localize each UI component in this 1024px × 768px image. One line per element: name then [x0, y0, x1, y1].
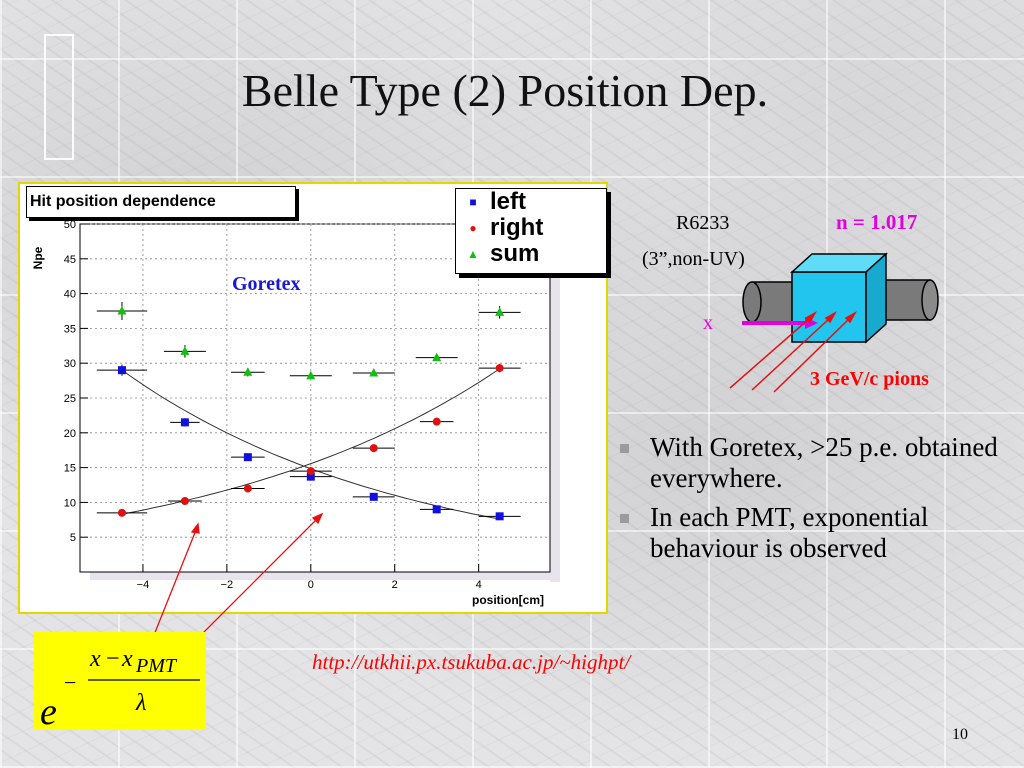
pmt-model: R6233 — [676, 212, 730, 234]
pmt-note: (3”,non-UV) — [642, 248, 745, 270]
exponential-formula: e − x − x PMT λ — [40, 646, 200, 733]
chart-annotation: Goretex — [232, 273, 301, 295]
formula-minus: − — [106, 646, 120, 672]
sum-point — [369, 367, 379, 377]
legend-label: right — [490, 214, 544, 241]
left-point — [117, 366, 126, 375]
bullet-square-icon — [620, 514, 629, 523]
y-axis-label: Npe — [31, 246, 45, 269]
left-point — [495, 512, 504, 521]
page-number: 10 — [952, 726, 968, 743]
chart-title: Hit position dependence — [26, 186, 296, 218]
y-tick-label: 25 — [64, 393, 76, 405]
y-tick-label: 40 — [64, 289, 76, 301]
y-tick-label: 10 — [64, 497, 76, 509]
legend-left: ■ left — [456, 188, 606, 215]
refractive-index: n = 1.017 — [836, 210, 918, 234]
beam-label: 3 GeV/c pions — [810, 368, 929, 390]
square-marker-icon: ■ — [469, 195, 477, 209]
right-point — [243, 484, 252, 493]
formula-lambda: λ — [135, 690, 146, 716]
y-tick-label: 50 — [64, 219, 76, 231]
sum-point — [495, 307, 505, 316]
formula-subscript: PMT — [135, 655, 178, 677]
legend-label: left — [490, 188, 526, 215]
y-tick-label: 20 — [64, 428, 76, 440]
x-axis-label: position[cm] — [472, 593, 544, 607]
right-point — [117, 508, 126, 517]
x-label: x — [703, 312, 713, 334]
y-tick-label: 45 — [64, 254, 76, 266]
slide-title: Belle Type (2) Position Dep. — [241, 65, 769, 116]
frame-shadow — [90, 572, 560, 580]
legend-label: sum — [490, 240, 540, 267]
triangle-marker-icon: ▲ — [467, 247, 479, 261]
circle-marker-icon: ● — [469, 221, 477, 235]
sum-point — [180, 346, 190, 355]
left-point — [243, 453, 252, 462]
right-point — [180, 497, 189, 506]
chart-panel: −4 −2 0 2 4 5 10 15 20 25 30 35 40 45 50 position[cm] Np… — [18, 182, 608, 614]
right-point — [306, 467, 315, 476]
left-point — [432, 505, 441, 514]
x-tick-label: −2 — [221, 579, 234, 591]
formula-base: e — [40, 691, 57, 730]
y-tick-label: 30 — [64, 358, 76, 370]
sum-point — [306, 370, 316, 380]
frame-shadow — [550, 234, 560, 582]
legend-right: ● right — [456, 214, 606, 241]
x-tick-label: 2 — [392, 579, 398, 591]
right-point — [369, 444, 378, 453]
bullet-list: With Goretex, >25 p.e. obtained everywhe… — [616, 432, 1016, 572]
x-tick-label: 0 — [308, 579, 314, 591]
sum-point — [243, 367, 253, 376]
x-tick-label: −4 — [137, 579, 150, 591]
formula-xpmt: x — [121, 646, 133, 672]
left-point — [180, 418, 189, 427]
y-tick-label: 15 — [64, 463, 76, 475]
aerogel-cube-icon — [790, 252, 888, 344]
sum-point — [432, 352, 442, 362]
chart-legend: ■ left ● right ▲ sum — [455, 188, 607, 274]
formula-box: e − x − x PMT λ — [34, 632, 206, 733]
bullet-item: With Goretex, >25 p.e. obtained everywhe… — [616, 432, 1016, 494]
formula-x: x — [89, 646, 101, 672]
formula-sign: − — [64, 670, 76, 695]
sum-point — [117, 306, 127, 315]
legend-sum: ▲ sum — [456, 240, 606, 267]
right-point — [432, 417, 441, 426]
y-tick-label: 5 — [70, 532, 76, 544]
left-point — [369, 492, 378, 501]
x-tick-label: 4 — [476, 579, 482, 591]
right-pmt-icon — [873, 279, 939, 321]
bullet-square-icon — [620, 444, 629, 453]
left-point — [306, 472, 315, 481]
source-link[interactable]: http://utkhii.px.tsukuba.ac.jp/~highpt/ — [312, 650, 631, 674]
bullet-item: In each PMT, exponential behaviour is ob… — [616, 502, 1016, 564]
right-point — [495, 364, 504, 373]
left-pmt-icon — [742, 281, 801, 323]
position-arrow-icon — [742, 317, 818, 329]
y-tick-label: 35 — [64, 323, 76, 335]
decorative-frame — [44, 34, 74, 160]
